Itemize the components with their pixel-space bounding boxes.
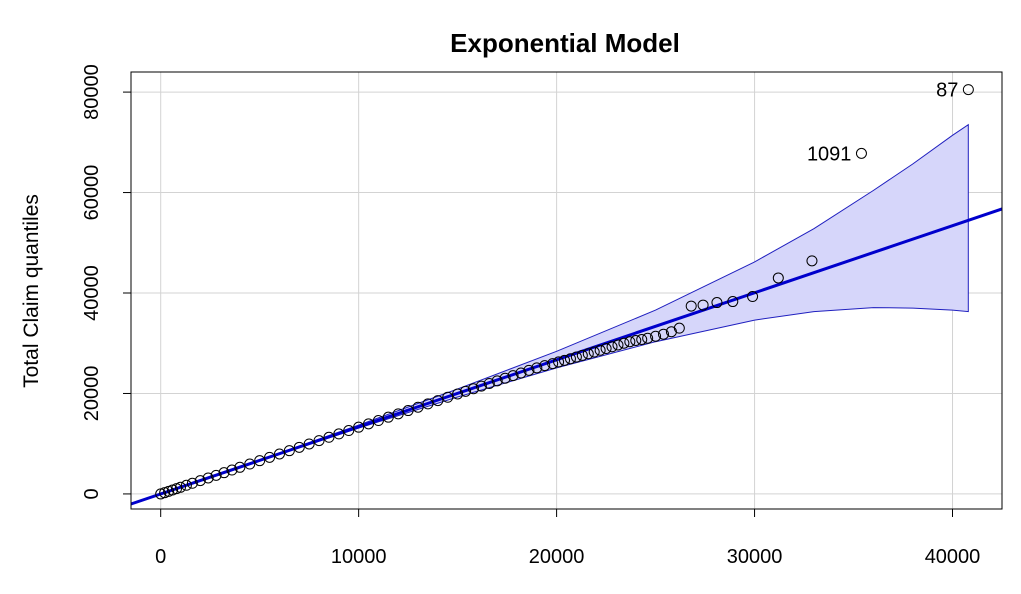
data-point — [539, 360, 551, 372]
envelope-area — [160, 123, 969, 495]
y-tick-label: 80000 — [81, 64, 103, 120]
data-point — [264, 451, 276, 463]
data-point — [323, 431, 335, 443]
data-point — [333, 428, 345, 440]
data-point — [594, 344, 606, 356]
data-point — [531, 362, 543, 374]
data-point — [180, 479, 192, 491]
data-point — [612, 339, 624, 351]
data-point — [523, 364, 535, 376]
data-point — [582, 348, 594, 360]
data-point — [202, 472, 214, 484]
data-point — [475, 380, 487, 392]
point-label: 87 — [936, 80, 958, 102]
x-tick-label: 30000 — [727, 546, 783, 568]
data-point — [606, 341, 618, 353]
data-point — [218, 467, 230, 479]
data-point — [442, 391, 454, 403]
point-label: 1091 — [807, 143, 852, 165]
chart-title: Exponential Model — [450, 28, 680, 58]
data-point — [559, 354, 571, 366]
x-axis: 0 10000 20000 30000 40000 — [155, 508, 981, 568]
data-point — [432, 395, 444, 407]
point-labels: 87 1091 — [807, 80, 958, 166]
x-tick-label: 20000 — [529, 546, 585, 568]
data-point — [392, 408, 404, 420]
data-point — [727, 296, 739, 308]
data-point — [313, 435, 325, 447]
data-point — [588, 346, 600, 358]
data-point — [363, 418, 375, 430]
y-axis-label: Total Claim quantiles — [20, 194, 43, 388]
data-point — [194, 475, 206, 487]
data-point — [564, 353, 576, 365]
data-point — [226, 464, 238, 476]
data-point — [547, 358, 559, 370]
data-point — [422, 398, 434, 410]
data-point — [650, 330, 662, 342]
data-point — [630, 334, 642, 346]
data-point — [600, 343, 612, 355]
data-point — [697, 299, 709, 311]
data-point — [507, 370, 519, 382]
data-point — [772, 272, 784, 284]
data-point — [570, 351, 582, 363]
data-point — [210, 469, 222, 481]
data-point — [283, 445, 295, 457]
data-point — [244, 458, 256, 470]
data-point — [412, 401, 424, 413]
data-point — [234, 461, 246, 473]
y-tick-label: 20000 — [81, 366, 103, 422]
y-tick-label: 0 — [81, 488, 103, 499]
data-point — [685, 300, 697, 312]
data-point — [353, 421, 365, 433]
data-point — [642, 332, 654, 344]
confidence-envelope — [160, 123, 969, 495]
data-point — [553, 356, 565, 368]
data-point — [499, 372, 511, 384]
data-point — [962, 84, 974, 96]
data-point — [174, 481, 186, 493]
data-point — [673, 322, 685, 334]
data-point — [254, 455, 266, 467]
data-point — [806, 255, 818, 267]
data-point — [515, 367, 527, 379]
data-point — [460, 385, 472, 397]
data-point — [382, 411, 394, 423]
data-point — [303, 438, 315, 450]
x-tick-label: 10000 — [331, 546, 387, 568]
data-point — [855, 147, 867, 159]
data-point — [293, 441, 305, 453]
data-point — [636, 333, 648, 345]
data-point — [491, 375, 503, 387]
data-point — [711, 297, 723, 309]
data-point — [186, 477, 198, 489]
data-point — [372, 415, 384, 427]
data-point — [402, 405, 414, 417]
x-tick-label: 40000 — [925, 546, 981, 568]
data-points — [155, 84, 974, 500]
data-point — [747, 291, 759, 303]
data-point — [624, 336, 636, 348]
data-point — [483, 377, 495, 389]
data-point — [657, 328, 669, 340]
data-point — [273, 448, 285, 460]
data-point — [576, 349, 588, 361]
data-point — [467, 383, 479, 395]
y-tick-label: 60000 — [81, 165, 103, 221]
y-tick-label: 40000 — [81, 265, 103, 321]
data-point — [618, 337, 630, 349]
data-point — [452, 388, 464, 400]
y-axis: 0 20000 40000 60000 80000 — [81, 64, 132, 499]
data-point — [343, 425, 355, 437]
x-tick-label: 0 — [155, 546, 166, 568]
